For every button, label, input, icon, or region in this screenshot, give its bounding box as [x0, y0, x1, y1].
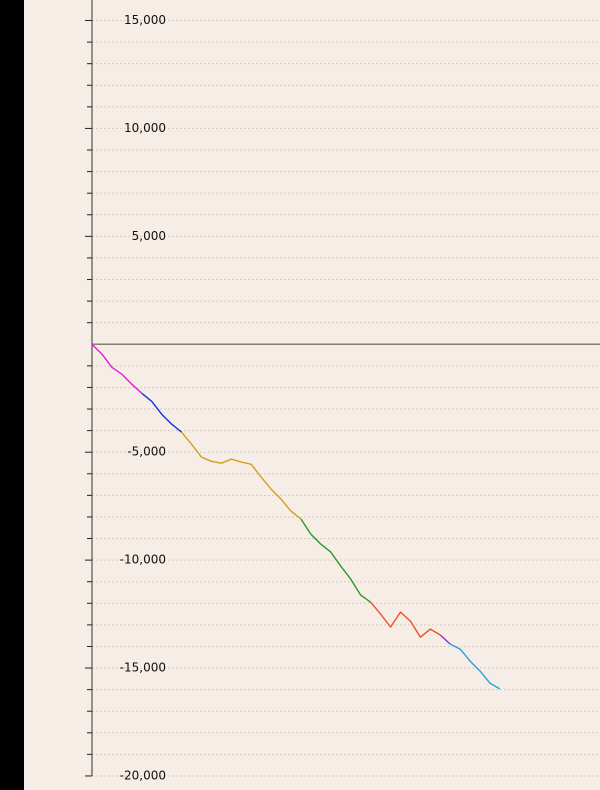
series-line — [141, 392, 183, 433]
series-line — [300, 518, 372, 603]
series-line — [370, 601, 441, 638]
y-tick-label: -10,000 — [120, 553, 166, 567]
series-line — [181, 431, 302, 520]
y-tick-label: 10,000 — [124, 121, 166, 135]
y-tick-label: 5,000 — [132, 229, 166, 243]
plot-background — [24, 0, 600, 790]
series-line — [439, 634, 451, 645]
y-tick-label: 15,000 — [124, 13, 166, 27]
y-tick-label: -5,000 — [127, 445, 166, 459]
y-tick-label: -15,000 — [120, 661, 166, 675]
series-line — [91, 343, 143, 394]
y-tick-label: -20,000 — [120, 768, 166, 782]
series-line — [449, 643, 501, 690]
